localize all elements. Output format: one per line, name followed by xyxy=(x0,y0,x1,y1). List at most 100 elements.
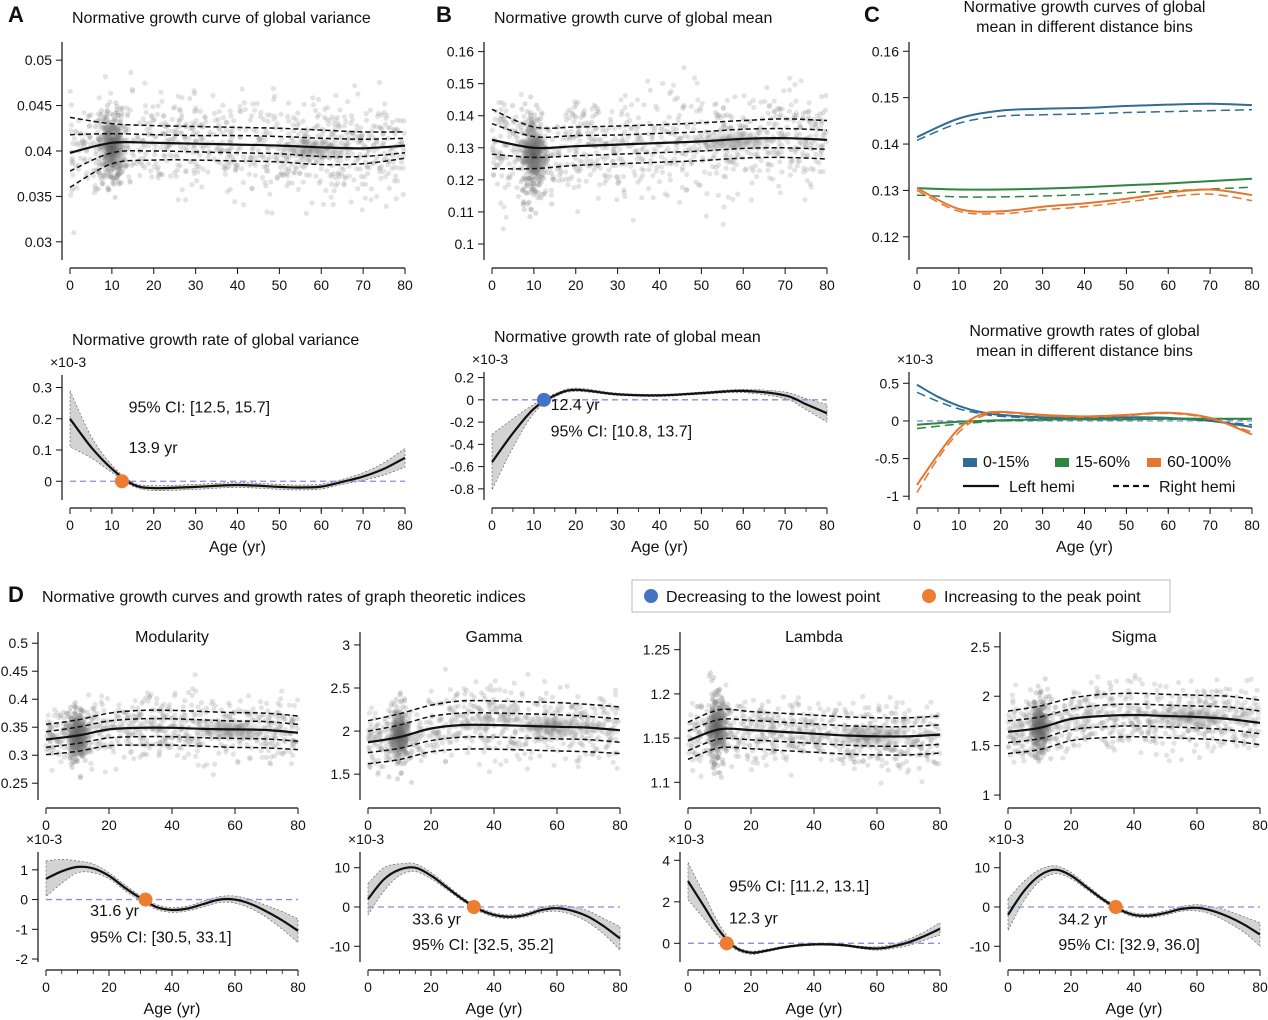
scatter-point xyxy=(374,722,380,729)
annotation: 13.9 yr xyxy=(129,440,179,457)
scatter-point xyxy=(348,120,354,126)
x-tick-label: 40 xyxy=(652,517,668,533)
scatter-point xyxy=(368,705,375,711)
scatter-point xyxy=(115,713,121,719)
scatter-point xyxy=(829,751,835,757)
scatter-point xyxy=(725,194,731,200)
scatter-point xyxy=(494,181,500,187)
scatter-point xyxy=(332,175,339,181)
scatter-point xyxy=(258,114,264,120)
x-tick-label: 40 xyxy=(230,517,246,533)
scatter-point xyxy=(341,166,347,173)
scatter-point xyxy=(733,162,740,168)
scatter-point xyxy=(363,110,369,117)
scatter-point xyxy=(196,164,202,170)
scatter-point xyxy=(372,710,378,716)
scatter-point xyxy=(225,164,232,170)
x-tick-label: 60 xyxy=(227,817,243,833)
scatter-point xyxy=(499,729,505,735)
scatter-point xyxy=(150,104,156,110)
x-tick-label: 50 xyxy=(694,517,710,533)
scatter-point xyxy=(301,164,307,171)
scatter-point xyxy=(391,178,398,184)
scatter-point xyxy=(473,679,479,685)
scatter-point xyxy=(274,156,280,162)
scatter-point xyxy=(608,120,614,126)
scatter-point xyxy=(315,133,321,139)
y-tick-label: 0.04 xyxy=(25,143,52,159)
scatter-point xyxy=(694,80,700,86)
scatter-point xyxy=(481,692,487,698)
scatter-point xyxy=(176,117,182,123)
scatter-point xyxy=(107,118,113,124)
scatter-point xyxy=(296,131,302,138)
scatter-point xyxy=(85,113,91,119)
y-tick-label: 0.35 xyxy=(1,719,28,735)
scatter-point xyxy=(455,730,461,736)
scatter-point xyxy=(69,188,75,194)
scatter-point xyxy=(125,111,131,117)
scatter-point xyxy=(562,756,569,762)
scatter-point xyxy=(247,117,253,123)
scatter-point xyxy=(354,166,360,172)
scatter-point xyxy=(588,733,594,739)
scatter-point xyxy=(346,173,352,179)
scatter-point xyxy=(216,750,222,756)
scatter-point xyxy=(514,185,520,191)
scatter-point xyxy=(135,134,141,140)
scatter-point xyxy=(298,163,304,169)
scatter-point xyxy=(699,100,705,107)
scatter-point xyxy=(373,123,379,130)
scatter-point xyxy=(123,125,129,131)
x-tick-label: 40 xyxy=(486,817,502,833)
scatter-point xyxy=(212,761,218,767)
x-tick-label: 60 xyxy=(313,517,329,533)
scatter-point xyxy=(274,121,280,127)
scatter-point xyxy=(86,113,92,119)
x-tick-label: 30 xyxy=(610,277,626,293)
scatter-point xyxy=(584,157,590,163)
scatter-point xyxy=(155,103,161,109)
scatter-point xyxy=(386,158,392,164)
scatter-point xyxy=(548,187,555,194)
scatter-point xyxy=(455,703,461,709)
scatter-point xyxy=(100,180,106,187)
scatter-point xyxy=(209,701,215,707)
scatter-point xyxy=(111,117,117,123)
scatter-point xyxy=(302,132,308,138)
x-tick-label: 0 xyxy=(488,517,496,533)
scatter-point xyxy=(359,181,365,187)
x-tick-label: 80 xyxy=(819,517,835,533)
scatter-point xyxy=(575,694,581,700)
scatter-point xyxy=(102,769,108,775)
scatter-point xyxy=(364,117,370,123)
scatter-point xyxy=(202,114,208,120)
scatter-point xyxy=(683,187,690,193)
scatter-point xyxy=(164,158,170,164)
scatter-point xyxy=(192,121,198,127)
scatter-point xyxy=(802,197,808,203)
legend-lowest-marker xyxy=(644,589,658,603)
scatter-point xyxy=(264,700,270,707)
scatter-point xyxy=(193,117,199,124)
scatter-point xyxy=(788,159,794,165)
scatter-point xyxy=(303,210,309,216)
y-tick-label: 0.3 xyxy=(9,747,29,763)
scatter-point xyxy=(587,123,593,129)
scatter-point xyxy=(357,138,363,144)
scatter-point xyxy=(173,127,179,133)
scatter-point xyxy=(222,171,228,177)
scatter-point xyxy=(228,145,235,151)
scatter-point xyxy=(148,168,154,174)
scatter-point xyxy=(720,105,726,111)
scatter-point xyxy=(249,152,255,158)
scatter-point xyxy=(721,122,727,128)
turning-point-marker xyxy=(114,474,129,489)
scatter-point xyxy=(542,191,548,197)
scatter-point xyxy=(104,108,110,114)
scatter-point xyxy=(119,105,125,111)
scatter-point xyxy=(630,217,636,223)
scatter-point xyxy=(394,178,400,184)
chart-title: Lambda xyxy=(785,629,843,646)
scatter-point xyxy=(332,117,338,123)
